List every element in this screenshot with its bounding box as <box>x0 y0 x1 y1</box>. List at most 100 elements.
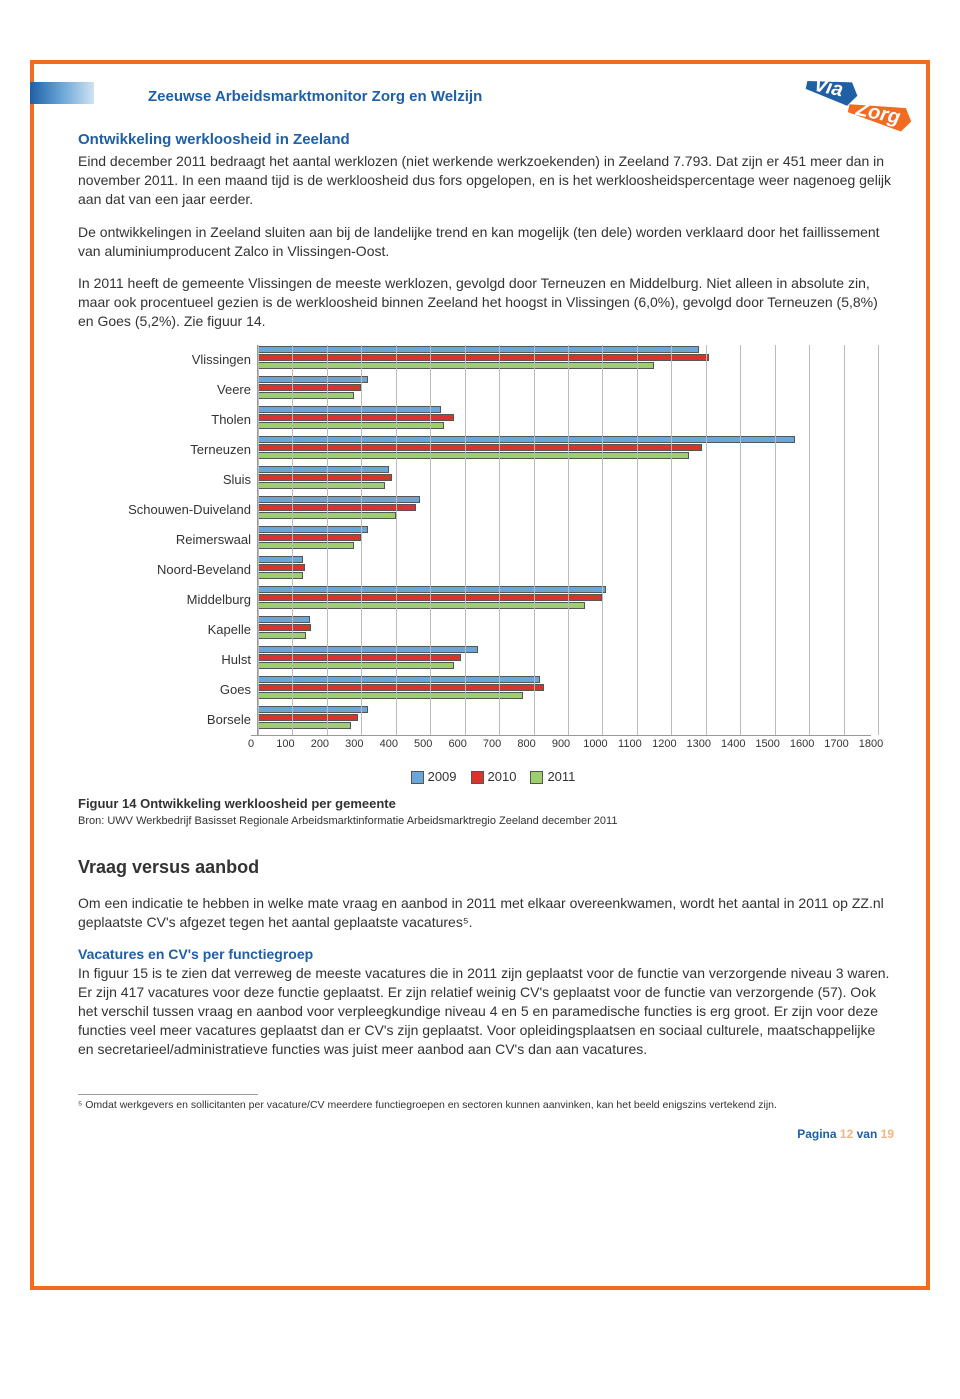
chart-row: Tholen <box>101 405 871 435</box>
header-tab-decoration <box>30 82 94 104</box>
chart-category-label: Vlissingen <box>101 345 257 375</box>
chart-category-label: Hulst <box>101 645 257 675</box>
chart-bar-group <box>257 465 871 495</box>
page-label: Pagina <box>797 1127 836 1141</box>
chart-bar-group <box>257 495 871 525</box>
chart-row: Middelburg <box>101 585 871 615</box>
section-heading-vraag-aanbod: Vraag versus aanbod <box>78 857 894 878</box>
chart-bar-group <box>257 645 871 675</box>
chart-bar-group <box>257 615 871 645</box>
chart-category-label: Veere <box>101 375 257 405</box>
chart-bar <box>258 392 354 399</box>
subsection-heading-vacatures: Vacatures en CV's per functiegroep <box>78 946 894 962</box>
chart-bar <box>258 376 368 383</box>
chart-bar <box>258 676 540 683</box>
chart-axis-tick: 600 <box>448 738 466 750</box>
chart-bar-group <box>257 705 871 735</box>
section-heading-werkloosheid: Ontwikkeling werkloosheid in Zeeland <box>78 131 894 148</box>
chart-category-label: Tholen <box>101 405 257 435</box>
chart-bar <box>258 564 305 571</box>
chart-axis-tick: 1700 <box>824 738 848 750</box>
chart-bar <box>258 572 303 579</box>
chart-row: Noord-Beveland <box>101 555 871 585</box>
chart-axis-tick: 800 <box>517 738 535 750</box>
chart-bar <box>258 384 361 391</box>
chart-bar-group <box>257 525 871 555</box>
chart-bar <box>258 354 709 361</box>
chart-bar <box>258 422 444 429</box>
chart-row: Vlissingen <box>101 345 871 375</box>
chart-bar <box>258 482 385 489</box>
chart-bar-group <box>257 585 871 615</box>
chart-category-label: Noord-Beveland <box>101 555 257 585</box>
chart-axis-tick: 700 <box>483 738 501 750</box>
legend-swatch <box>530 771 543 784</box>
chart-bar-group <box>257 345 871 375</box>
paragraph: Eind december 2011 bedraagt het aantal w… <box>78 152 894 209</box>
chart-bar <box>258 444 702 451</box>
chart-axis-tick: 1800 <box>859 738 883 750</box>
page-number: Pagina 12 van 19 <box>78 1127 894 1141</box>
chart-category-label: Middelburg <box>101 585 257 615</box>
legend-label: 2010 <box>488 769 517 784</box>
paragraph: In figuur 15 is te zien dat verreweg de … <box>78 964 894 1058</box>
chart-bar <box>258 406 441 413</box>
chart-bar-group <box>257 435 871 465</box>
chart-bar <box>258 684 544 691</box>
footnote-separator <box>78 1094 258 1095</box>
legend-label: 2009 <box>428 769 457 784</box>
chart-bar <box>258 662 454 669</box>
chart-axis-tick: 100 <box>276 738 294 750</box>
chart-category-label: Goes <box>101 675 257 705</box>
chart-bar <box>258 414 454 421</box>
chart-row: Hulst <box>101 645 871 675</box>
chart-bar <box>258 556 303 563</box>
chart-bar <box>258 706 368 713</box>
chart-category-label: Borsele <box>101 705 257 735</box>
svg-text:Zorg: Zorg <box>853 98 902 129</box>
chart-axis-tick: 1200 <box>652 738 676 750</box>
chart-category-label: Schouwen-Duiveland <box>101 495 257 525</box>
chart-axis-tick: 1400 <box>721 738 745 750</box>
page-total: 19 <box>881 1127 894 1141</box>
chart-axis-tick: 400 <box>380 738 398 750</box>
chart-row: Kapelle <box>101 615 871 645</box>
chart-bar <box>258 526 368 533</box>
chart-category-label: Terneuzen <box>101 435 257 465</box>
chart-category-label: Kapelle <box>101 615 257 645</box>
page-sep: van <box>857 1127 878 1141</box>
chart-bar <box>258 692 523 699</box>
chart-axis-tick: 1600 <box>790 738 814 750</box>
chart-axis-tick: 1100 <box>618 738 642 750</box>
document-header: Zeeuwse Arbeidsmarktmonitor Zorg en Welz… <box>148 88 894 105</box>
chart-category-label: Reimerswaal <box>101 525 257 555</box>
chart-axis-tick: 1000 <box>583 738 607 750</box>
chart-axis-tick: 0 <box>248 738 254 750</box>
chart-bar <box>258 436 795 443</box>
chart-row: Terneuzen <box>101 435 871 465</box>
chart-row: Reimerswaal <box>101 525 871 555</box>
chart-bar <box>258 722 351 729</box>
chart-bar-group <box>257 405 871 435</box>
bar-chart-werkloosheid: VlissingenVeereTholenTerneuzenSluisSchou… <box>101 345 871 755</box>
chart-legend: 2009 2010 2011 <box>78 769 894 784</box>
legend-swatch <box>411 771 424 784</box>
chart-row: Schouwen-Duiveland <box>101 495 871 525</box>
chart-bar <box>258 632 306 639</box>
figure-source: Bron: UWV Werkbedrijf Basisset Regionale… <box>78 815 894 827</box>
viazorg-logo: Via Zorg <box>796 70 916 160</box>
chart-bar <box>258 616 310 623</box>
chart-axis-tick: 900 <box>552 738 570 750</box>
chart-category-label: Sluis <box>101 465 257 495</box>
chart-bar <box>258 646 478 653</box>
paragraph: In 2011 heeft de gemeente Vlissingen de … <box>78 274 894 331</box>
chart-bar <box>258 714 358 721</box>
paragraph: Om een indicatie te hebben in welke mate… <box>78 894 894 932</box>
chart-bar <box>258 602 585 609</box>
chart-bar <box>258 624 311 631</box>
chart-row: Goes <box>101 675 871 705</box>
chart-axis-tick: 1500 <box>755 738 779 750</box>
legend-label: 2011 <box>547 769 575 784</box>
chart-bar-group <box>257 555 871 585</box>
chart-bar <box>258 362 654 369</box>
